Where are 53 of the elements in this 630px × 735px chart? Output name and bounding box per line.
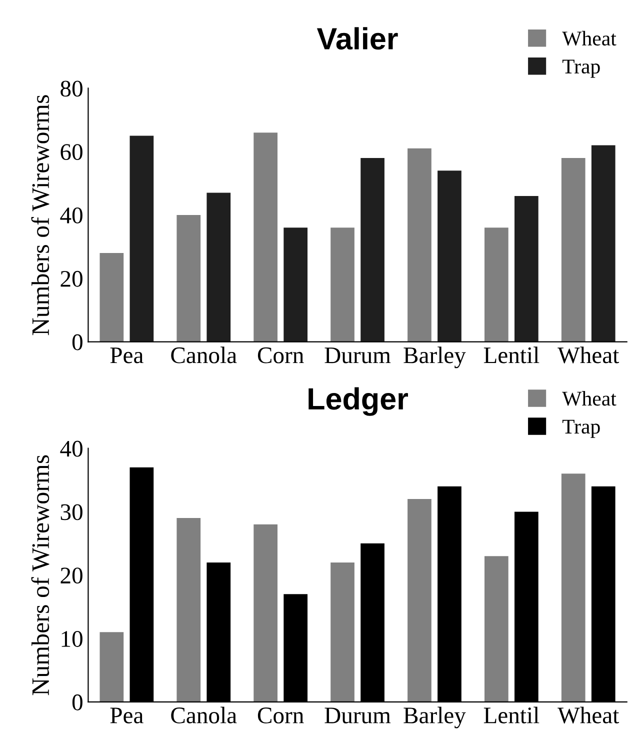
y-axis-title: Numbers of Wireworms [31, 95, 50, 336]
y-tick-label: 20 [60, 270, 82, 287]
bar [591, 145, 616, 342]
bar [206, 192, 231, 342]
bar [176, 215, 201, 342]
y-tick-label: 80 [60, 80, 82, 97]
x-tick-label: Wheat [558, 346, 620, 364]
bar [330, 228, 354, 342]
bar [254, 132, 278, 342]
y-tick-label: 0 [72, 694, 82, 710]
chart-title: Ledger [308, 387, 408, 416]
bar [176, 518, 201, 702]
bar [514, 196, 538, 342]
x-tick-label: Wheat [558, 706, 620, 724]
bar [438, 170, 462, 342]
bar [330, 562, 354, 702]
bar [360, 158, 384, 342]
bar [561, 158, 586, 342]
x-tick-label: Pea [110, 348, 144, 364]
bar [130, 136, 154, 342]
x-tick-label: Canola [171, 706, 237, 724]
bar [408, 499, 432, 702]
chart-title: Valier [316, 27, 398, 50]
y-tick-label: 20 [60, 568, 82, 584]
x-tick-label: Lentil [484, 706, 540, 724]
bar [561, 474, 586, 702]
x-tick-label: Durum [324, 348, 391, 364]
bar [484, 228, 508, 342]
bar [484, 556, 508, 702]
bar [284, 228, 308, 342]
legend-label: Wheat [562, 391, 616, 406]
bar [408, 148, 432, 342]
y-tick-label: 40 [60, 207, 82, 224]
y-tick-label: 60 [60, 144, 82, 160]
bar [254, 524, 278, 702]
y-tick-label: 0 [72, 334, 82, 350]
x-tick-label: Canola [171, 346, 237, 364]
y-axis-title: Numbers of Wireworms [31, 455, 50, 696]
legend-label: Wheat [562, 30, 616, 46]
x-tick-label: Corn [258, 708, 304, 724]
x-tick-label: Lentil [484, 346, 540, 364]
x-tick-label: Corn [258, 347, 304, 364]
x-tick-label: Barley [404, 706, 466, 728]
x-tick-label: Durum [324, 708, 391, 724]
legend-label: Trap [562, 60, 600, 78]
y-tick-label: 30 [60, 504, 82, 520]
y-tick-label: 10 [62, 631, 82, 647]
legend-label: Trap [562, 420, 600, 438]
y-tick-label: 40 [60, 440, 82, 457]
x-tick-label: Barley [404, 346, 466, 368]
bar [100, 253, 124, 342]
bar [100, 632, 124, 702]
x-tick-label: Pea [110, 708, 144, 724]
